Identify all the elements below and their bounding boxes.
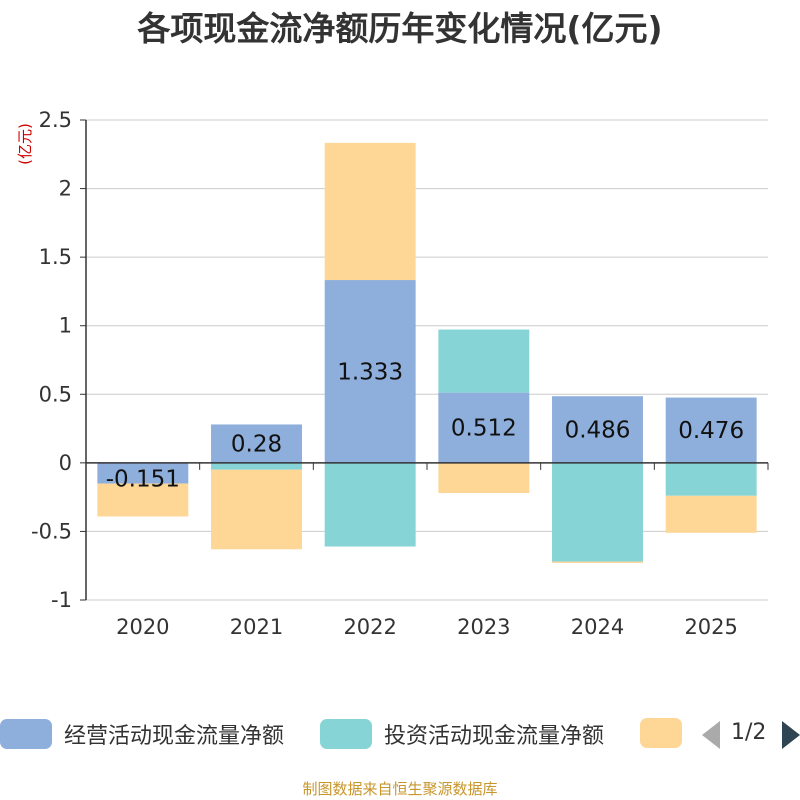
bar-0-2020	[97, 462, 189, 484]
legend-swatch-financing	[640, 718, 682, 748]
legend-swatch-investing	[320, 719, 372, 749]
bar-1-2025	[665, 462, 757, 496]
bar-0-2021	[211, 424, 302, 463]
x-tick-label: 2024	[571, 615, 624, 639]
data-label: 0.476	[678, 418, 744, 444]
y-tick-label: 0	[59, 451, 72, 475]
legend-page-indicator: 1/2	[731, 720, 767, 745]
legend-label-operating: 经营活动现金流量净额	[64, 724, 285, 749]
legend-item-operating[interactable]: 经营活动现金流量净额	[0, 718, 284, 750]
legend-next-page-icon[interactable]	[782, 721, 800, 749]
bar-0-2023	[438, 392, 530, 463]
y-tick-label: 2.5	[39, 108, 72, 132]
y-tick-label: 0.5	[39, 382, 72, 406]
bar-0-2022	[324, 280, 416, 463]
bar-1-2022	[324, 462, 416, 547]
legend-item-investing[interactable]: 投资活动现金流量净额	[320, 718, 604, 750]
bar-2-2025	[665, 495, 757, 533]
source-note: 制图数据来自恒生聚源数据库	[302, 780, 498, 798]
bar-2-2021	[211, 469, 302, 550]
legend-swatch-operating	[0, 719, 52, 749]
bar-2-2023	[438, 462, 530, 494]
data-label: 0.486	[565, 418, 631, 444]
bar-2-2024	[552, 561, 643, 563]
y-axis-unit-label: (亿元)	[16, 123, 34, 165]
bar-1-2023	[438, 329, 530, 393]
legend: 经营活动现金流量净额 投资活动现金流量净额 1/2	[0, 712, 800, 756]
y-tick-label: -1	[51, 588, 72, 612]
bar-1-2024	[552, 462, 643, 562]
y-tick-label: 1.5	[39, 245, 72, 269]
y-axis-unit-text: (亿元)	[16, 123, 34, 165]
chart-plot: -1 -0.5 0 0.5 1 1.5 2 2.5 2020 2021 2022 2023 2024 20…	[31, 108, 769, 639]
y-tick-label: 1	[59, 314, 72, 338]
bar-0-2025	[665, 397, 757, 463]
x-tick-label: 2025	[684, 615, 737, 639]
data-label: 1.333	[337, 359, 403, 385]
data-label: 0.512	[451, 416, 517, 442]
y-tick-label: -0.5	[31, 519, 72, 543]
bar-2-2022	[324, 142, 416, 281]
bar-2-2020	[97, 483, 189, 517]
y-tick-label: 2	[59, 177, 72, 201]
bar-0-2024	[552, 396, 643, 463]
legend-label-investing: 投资活动现金流量净额	[384, 724, 605, 749]
x-tick-label: 2020	[116, 615, 169, 639]
x-tick-label: 2023	[457, 615, 510, 639]
bar-1-2021	[211, 462, 302, 470]
chart-title: 各项现金流净额历年变化情况(亿元)	[137, 9, 663, 48]
legend-pager: 1/2	[700, 718, 800, 750]
legend-item-financing[interactable]	[640, 718, 682, 748]
x-tick-label: 2021	[230, 615, 283, 639]
data-label: 0.28	[231, 432, 282, 458]
legend-prev-page-icon[interactable]	[702, 721, 720, 749]
data-label: -0.151	[106, 467, 180, 493]
x-tick-label: 2022	[343, 615, 396, 639]
